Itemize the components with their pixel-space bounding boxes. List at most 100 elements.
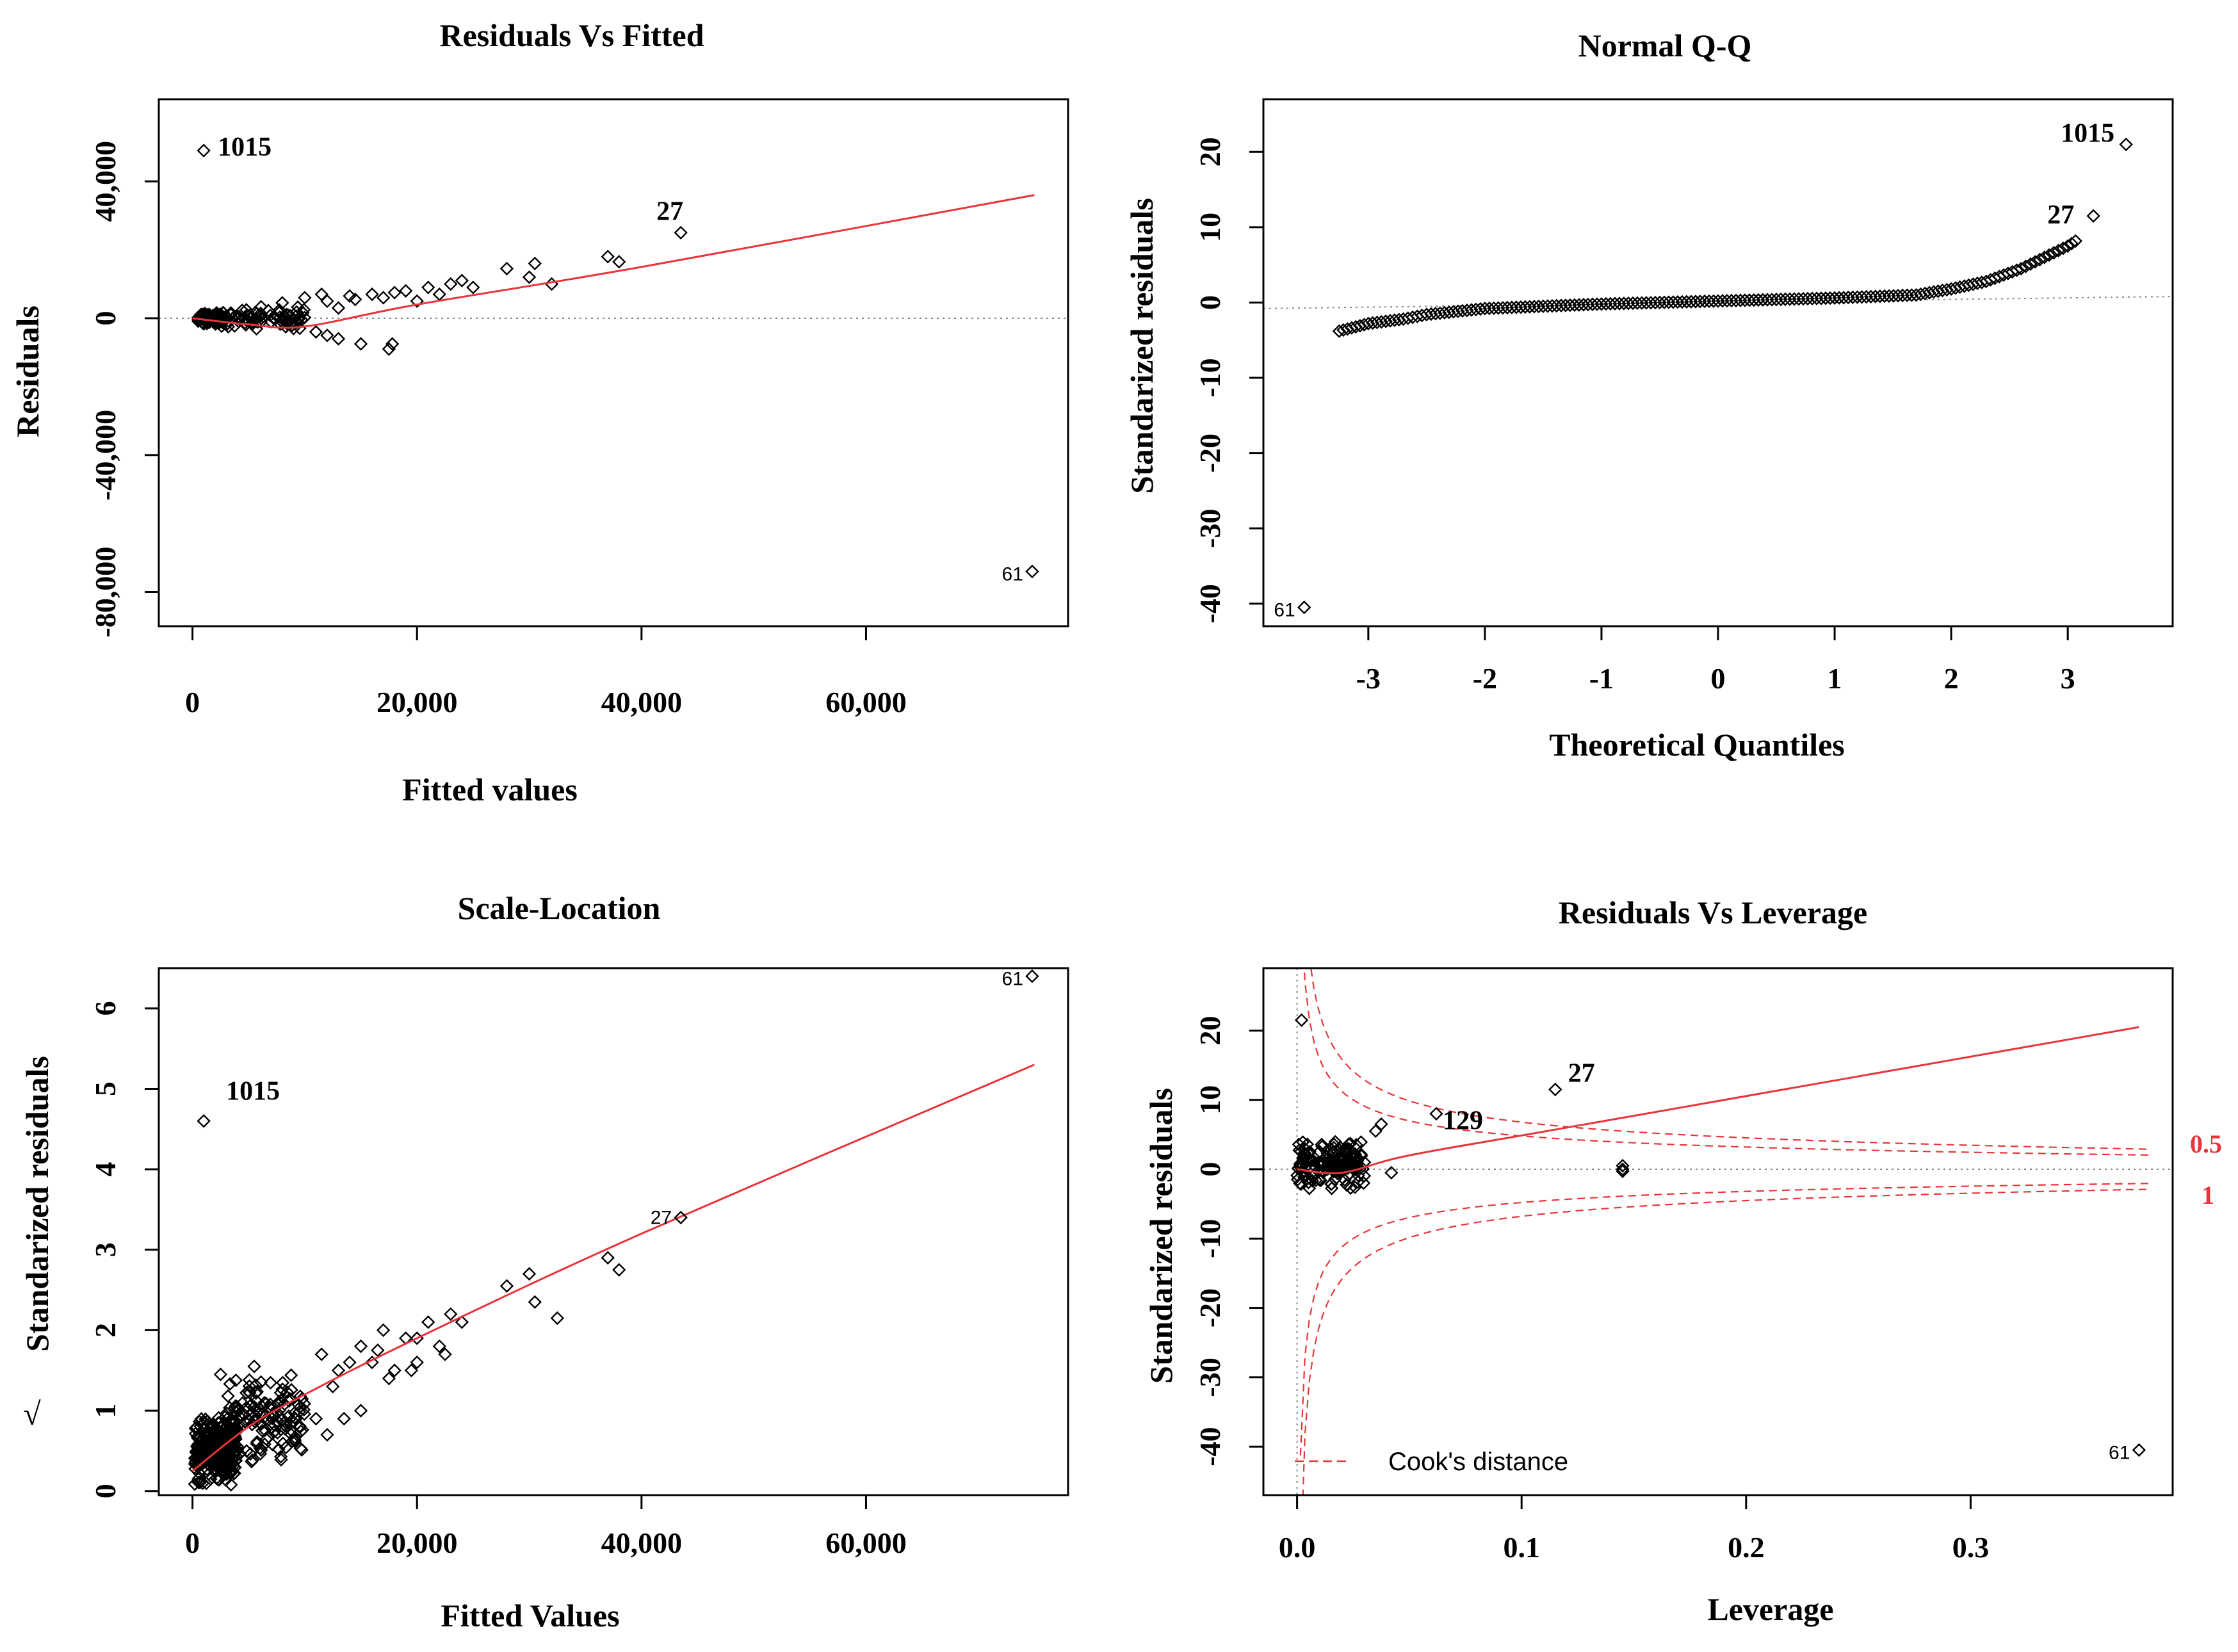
chart-title: Normal Q-Q bbox=[1578, 28, 1752, 63]
data-point bbox=[1374, 1117, 1388, 1131]
data-point bbox=[1368, 1124, 1383, 1138]
data-point bbox=[499, 1279, 514, 1293]
x-axis-label: Leverage bbox=[1707, 1591, 1833, 1627]
x-tick-label: 0.1 bbox=[1503, 1531, 1540, 1564]
data-point bbox=[243, 1446, 257, 1461]
plot-border bbox=[1262, 967, 2174, 1496]
data-point bbox=[1324, 1177, 1338, 1191]
data-point bbox=[235, 303, 249, 318]
data-point bbox=[1616, 1162, 1630, 1176]
x-tick-label: 3 bbox=[2061, 662, 2075, 695]
chart-panel-4: Residuals Vs Leverage Leverage Standarized… bbox=[1143, 895, 2222, 1627]
data-point bbox=[293, 1400, 307, 1414]
data-point bbox=[214, 313, 229, 328]
data-point bbox=[227, 1466, 241, 1480]
data-point bbox=[207, 1462, 222, 1476]
data-point bbox=[296, 303, 311, 317]
data-point bbox=[348, 292, 362, 307]
data-point bbox=[343, 1355, 357, 1370]
data-point bbox=[232, 1418, 247, 1432]
point-label: 61 bbox=[1002, 969, 1023, 990]
data-point bbox=[229, 1405, 243, 1419]
qq-point bbox=[2032, 252, 2047, 267]
data-point bbox=[275, 1412, 290, 1427]
x-tick-label: 0.3 bbox=[1952, 1531, 1990, 1564]
x-tick-label: 2 bbox=[1944, 662, 1959, 695]
y-tick-label: -80,000 bbox=[89, 547, 122, 638]
labeled-point bbox=[1429, 1106, 1443, 1121]
data-point bbox=[432, 287, 446, 302]
smooth-line bbox=[191, 1064, 1035, 1472]
data-point bbox=[314, 1347, 328, 1361]
data-point bbox=[192, 1471, 207, 1485]
qq-point bbox=[2068, 234, 2082, 248]
data-point bbox=[1354, 1149, 1368, 1163]
point-label: 27 bbox=[2047, 200, 2074, 230]
y-tick-label: 5 bbox=[89, 1081, 122, 1096]
data-point bbox=[601, 250, 615, 264]
labeled-point bbox=[674, 225, 688, 240]
data-point bbox=[1293, 1158, 1308, 1172]
data-point bbox=[343, 289, 357, 303]
data-point bbox=[231, 1439, 245, 1454]
data-point bbox=[550, 1311, 565, 1325]
data-point bbox=[192, 1430, 207, 1445]
plot-area bbox=[1263, 968, 2173, 1495]
y-tick-label: 10 bbox=[1194, 1085, 1226, 1115]
data-point bbox=[444, 277, 458, 291]
data-point bbox=[385, 337, 400, 351]
data-point bbox=[288, 1433, 302, 1447]
data-point bbox=[263, 1375, 278, 1390]
cooks-distance-contour bbox=[1310, 968, 2150, 1150]
data-point bbox=[204, 1456, 218, 1470]
data-point bbox=[289, 1418, 304, 1432]
y-tick-label: 10 bbox=[1194, 213, 1226, 242]
data-point bbox=[353, 1339, 368, 1354]
data-point bbox=[293, 1441, 308, 1455]
data-point bbox=[197, 316, 211, 330]
data-point bbox=[601, 1251, 615, 1265]
y-tick-label: -40,000 bbox=[89, 410, 122, 501]
point-label: 129 bbox=[1443, 1106, 1483, 1135]
qq-point bbox=[2042, 248, 2056, 263]
data-point bbox=[208, 1429, 222, 1443]
data-point bbox=[326, 1379, 340, 1394]
data-point bbox=[291, 311, 305, 326]
data-point bbox=[314, 287, 328, 302]
data-point bbox=[268, 1424, 282, 1438]
data-point bbox=[220, 1423, 235, 1437]
x-tick-label: 40,000 bbox=[601, 686, 683, 718]
data-point bbox=[320, 1428, 334, 1442]
x-tick-label: 0 bbox=[1711, 662, 1726, 695]
labeled-point bbox=[2132, 1443, 2146, 1457]
data-point bbox=[223, 306, 238, 320]
qq-point bbox=[2047, 246, 2061, 260]
data-point bbox=[195, 1448, 210, 1462]
data-point bbox=[387, 286, 401, 300]
smooth-line bbox=[192, 194, 1035, 329]
data-point bbox=[331, 301, 346, 315]
data-point bbox=[224, 1478, 238, 1492]
data-point bbox=[404, 1363, 419, 1377]
data-point bbox=[1341, 1146, 1355, 1160]
data-point bbox=[298, 291, 312, 305]
qq-point bbox=[2061, 239, 2075, 253]
y-tick-label: 2 bbox=[89, 1323, 122, 1338]
data-point bbox=[331, 332, 346, 346]
data-point bbox=[284, 1368, 298, 1382]
data-point bbox=[1342, 1142, 1357, 1156]
data-point bbox=[273, 317, 288, 331]
data-point bbox=[410, 294, 424, 309]
y-tick-label: -20 bbox=[1194, 1288, 1226, 1327]
qq-point bbox=[2028, 255, 2042, 269]
data-point bbox=[259, 1432, 273, 1446]
data-point bbox=[273, 1450, 288, 1464]
plot-border bbox=[158, 967, 1069, 1496]
chart-title: Residuals Vs Leverage bbox=[1559, 895, 1867, 930]
chart-panel-2: Normal Q-Q Theoretical Quantiles Standariz… bbox=[1124, 28, 2174, 763]
y-tick-label: -30 bbox=[1194, 1357, 1226, 1397]
data-point bbox=[1315, 1140, 1329, 1154]
y-axis-label: Standarized residuals bbox=[19, 1056, 55, 1352]
cooks-distance-contour bbox=[1302, 1188, 2150, 1495]
data-point bbox=[522, 270, 537, 284]
